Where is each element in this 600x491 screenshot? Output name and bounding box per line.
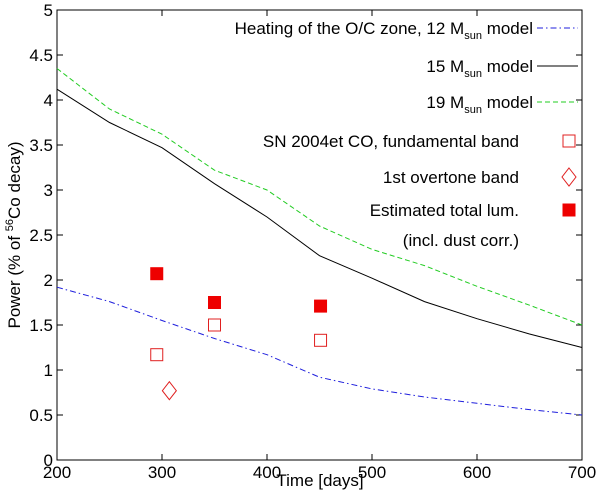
legend-label-marker-2-line2: (incl. dust corr.) (403, 231, 519, 250)
legend-label-main: 15 M (426, 57, 464, 76)
legend-label-marker-2: Estimated total lum. (370, 201, 519, 220)
legend-label-sub: sun (464, 104, 482, 116)
legend-label-tail: model (482, 93, 533, 112)
y-axis-label-sup: 56 (4, 219, 16, 231)
x-axis-label: Time [days] (276, 471, 363, 490)
y-tick-label: 1.5 (29, 316, 53, 335)
legend-label-0: Heating of the O/C zone, 12 Msun model (235, 19, 533, 42)
y-tick-label: 4.5 (29, 46, 53, 65)
y-axis-label-prefix: Power (% of (5, 231, 24, 328)
legend-marker-1 (561, 167, 577, 187)
y-tick-label: 2.5 (29, 226, 53, 245)
legend-label-sub: sun (464, 30, 482, 42)
x-tick-label: 700 (568, 463, 596, 482)
axis-ticks (56, 9, 583, 461)
data-point-0-2 (314, 333, 328, 347)
x-tick-label: 300 (148, 463, 176, 482)
legend: Heating of the O/C zone, 12 Msun model15… (235, 19, 578, 250)
y-tick-label: 0 (44, 451, 53, 470)
y-tick-label: 4 (44, 91, 53, 110)
data-point-0-1 (208, 318, 221, 332)
legend-label-marker-1: 1st overtone band (383, 168, 519, 187)
data-point-2-0 (150, 267, 164, 281)
legend-label-main: Heating of the O/C zone, 12 M (235, 19, 465, 38)
legend-label-marker-0: SN 2004et CO, fundamental band (263, 132, 519, 151)
y-axis-label: Power (% of 56Co decay) (4, 141, 24, 328)
y-tick-labels: 0 0.5 1 1.5 2 2.5 3 3.5 4 4.5 5 (29, 1, 53, 470)
y-axis-label-suffix: Co decay) (5, 141, 24, 218)
legend-label-main: 19 M (426, 93, 464, 112)
x-tick-label: 600 (463, 463, 491, 482)
legend-marker-2 (562, 203, 576, 217)
data-point-2-2 (314, 299, 328, 313)
legend-label-2: 19 Msun model (426, 93, 533, 116)
x-tick-label: 200 (43, 463, 71, 482)
data-point-1-0 (161, 380, 177, 401)
series-layer (56, 68, 583, 416)
series-line-1 (56, 88, 583, 348)
y-tick-label: 2 (44, 271, 53, 290)
x-tick-label: 400 (253, 463, 281, 482)
y-tick-label: 3.5 (29, 136, 53, 155)
legend-label-1: 15 Msun model (426, 57, 533, 80)
series-line-2 (56, 68, 583, 326)
legend-marker-0 (562, 134, 576, 148)
y-tick-label: 1 (44, 361, 53, 380)
data-point-0-0 (150, 348, 164, 362)
plot-area (56, 9, 583, 461)
series-line-0 (56, 286, 583, 416)
y-tick-label: 0.5 (29, 406, 53, 425)
legend-label-tail: model (482, 57, 533, 76)
y-tick-label: 3 (44, 181, 53, 200)
x-tick-label: 500 (358, 463, 386, 482)
data-point-2-1 (208, 296, 221, 309)
x-tick-labels: 200 300 400 500 600 700 (43, 463, 596, 482)
legend-label-sub: sun (464, 68, 482, 80)
y-tick-label: 5 (44, 1, 53, 20)
legend-label-tail: model (482, 19, 533, 38)
points-layer (150, 267, 328, 401)
